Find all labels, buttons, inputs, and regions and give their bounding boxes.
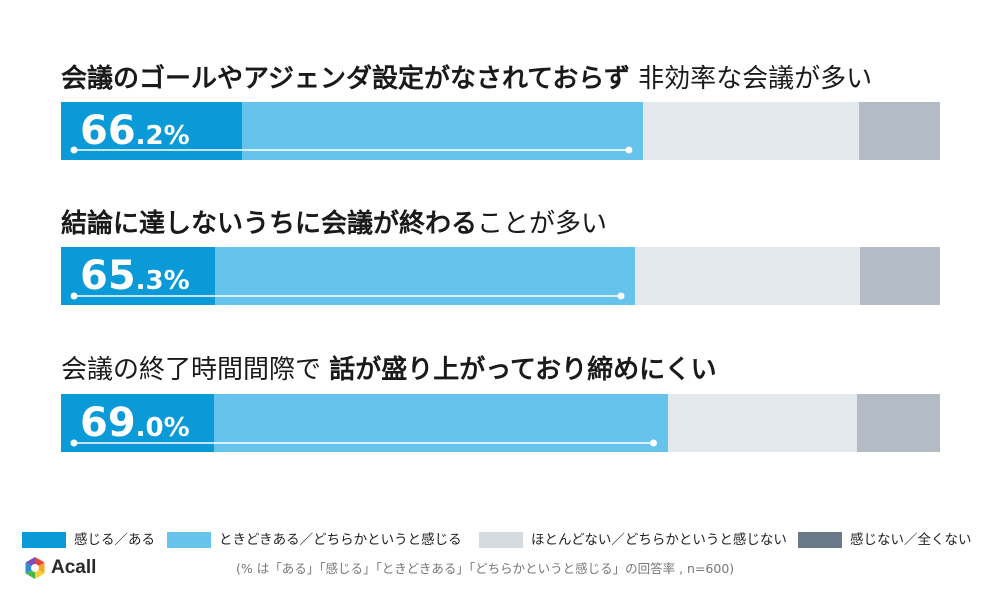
- acall-logo: Acall: [24, 556, 114, 580]
- legend-swatch-2: [167, 532, 211, 548]
- legend-swatch-1: [22, 532, 66, 548]
- question-3-title-bold: 話が盛り上がっており締めにくい: [329, 355, 717, 385]
- bracket-line-3: [70, 439, 658, 447]
- question-2-title: 結論に達しないうちに会議が終わることが多い: [61, 207, 607, 241]
- legend-label-1: 感じる／ある: [74, 532, 155, 548]
- total-label-1: 66.2%: [80, 102, 190, 160]
- legend-label-4: 感じない／全くない: [850, 532, 972, 548]
- total-label-3: 69.0%: [80, 394, 190, 452]
- question-1-title: 会議のゴールやアジェンダ設定がなされておらず 非効率な会議が多い: [61, 62, 872, 96]
- total-label-2-decimal: .3%: [135, 266, 190, 296]
- bracket-line-1: [70, 146, 633, 154]
- question-3-title: 会議の終了時間間際で 話が盛り上がっており締めにくい: [61, 353, 717, 387]
- bar-3-segment-3: [667, 394, 858, 452]
- total-label-1-integer: 66: [80, 108, 136, 154]
- bar-1-segment-3: [642, 102, 860, 160]
- legend-label-3: ほとんどない／どちらかというと感じない: [531, 532, 787, 548]
- question-2-title-normal: ことが多い: [477, 209, 608, 239]
- question-3-title-normal: 会議の終了時間間際で: [61, 355, 330, 385]
- footnote: (% は「ある」「感じる」「ときどきある」「どちらかというと感じる」の回答率 ,…: [236, 561, 735, 576]
- total-label-2: 65.3%: [80, 247, 190, 305]
- bar-2-segment-4: [860, 247, 940, 305]
- question-2-title-bold: 結論に達しないうちに会議が終わる: [61, 209, 478, 239]
- question-1-title-bold: 会議のゴールやアジェンダ設定がなされておらず: [61, 64, 630, 94]
- bar-2-segment-3: [634, 247, 860, 305]
- question-1-title-normal: 非効率な会議が多い: [629, 64, 873, 94]
- total-label-1-decimal: .2%: [135, 121, 190, 151]
- bracket-line-2: [70, 292, 625, 300]
- legend-swatch-4: [798, 532, 842, 548]
- bar-3-segment-4: [857, 394, 940, 452]
- total-label-3-integer: 69: [80, 400, 136, 446]
- acall-logo-icon: [25, 557, 45, 579]
- legend-label-2: ときどきある／どちらかというと感じる: [219, 532, 462, 548]
- total-label-3-decimal: .0%: [135, 413, 190, 443]
- acall-logo-text: Acall: [51, 557, 97, 578]
- bar-1-segment-4: [859, 102, 940, 160]
- bar-row-1: [61, 102, 940, 160]
- legend-swatch-3: [479, 532, 523, 548]
- total-label-2-integer: 65: [80, 253, 136, 299]
